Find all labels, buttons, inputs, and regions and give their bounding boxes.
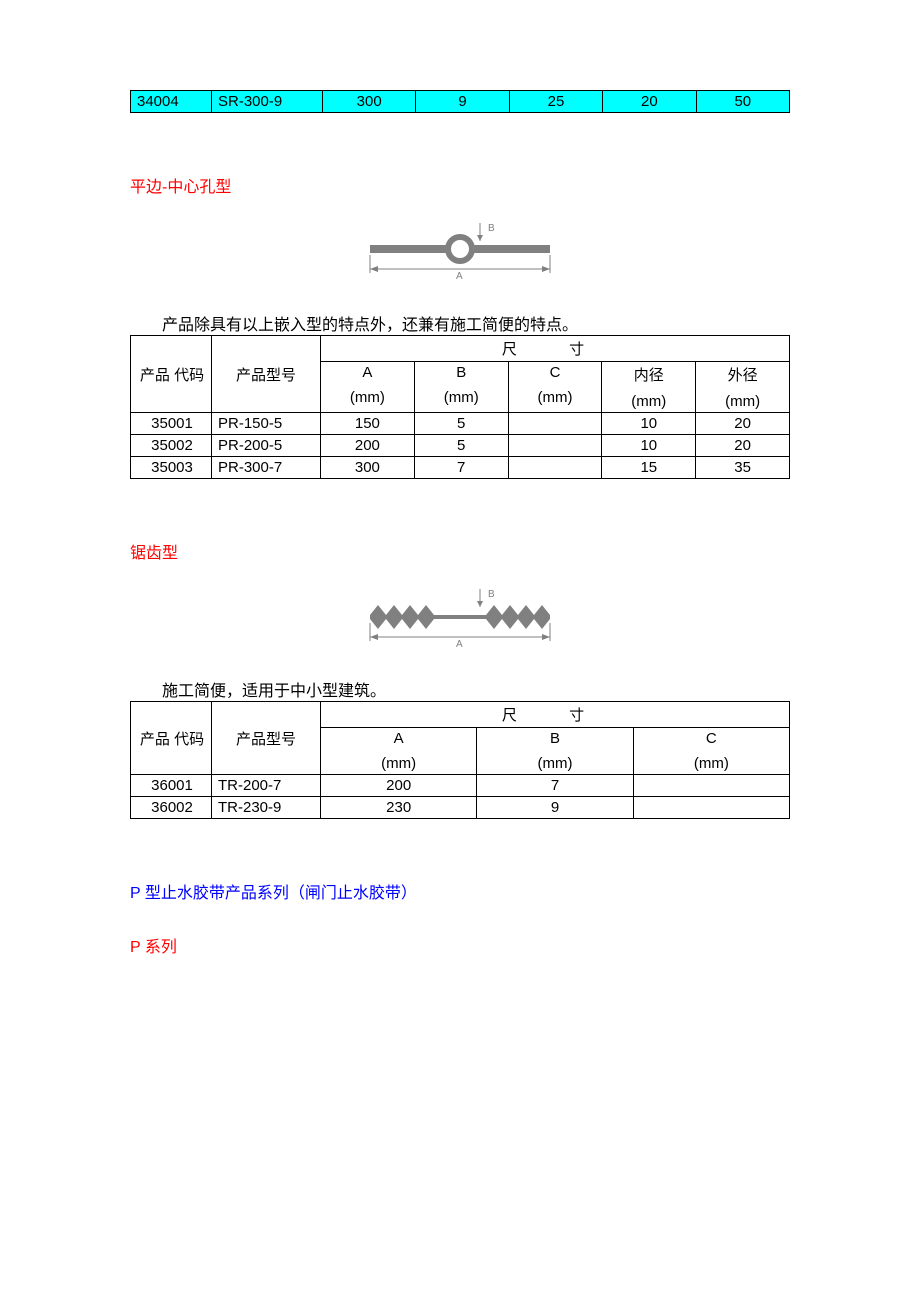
cell-b: 7 — [477, 775, 633, 797]
table-header-row: 产品 代码 产品型号 尺 寸 — [131, 336, 790, 362]
top-fragment-table: 34004 SR-300-9 300 9 25 20 50 — [130, 90, 790, 113]
cell-outer: 35 — [696, 457, 790, 479]
cell-model: PR-300-7 — [212, 457, 321, 479]
cell-a: 300 — [321, 457, 415, 479]
cell-inner: 10 — [602, 435, 696, 457]
cell-c — [633, 797, 789, 819]
cell-code: 34004 — [131, 91, 212, 113]
table-row: 36001 TR-200-7 200 7 — [131, 775, 790, 797]
section3-subheading: P 系列 — [130, 933, 790, 957]
cell-a: 150 — [321, 413, 415, 435]
table-row: 35003 PR-300-7 300 7 15 35 — [131, 457, 790, 479]
cell-c — [508, 435, 602, 457]
section1-diagram: B A — [130, 217, 790, 291]
cell-model: TR-230-9 — [212, 797, 321, 819]
cell-code: 35002 — [131, 435, 212, 457]
cell-a: 200 — [321, 775, 477, 797]
top-fragment-row: 34004 SR-300-9 300 9 25 20 50 — [131, 91, 790, 113]
section2-heading: 锯齿型 — [130, 539, 790, 563]
cell-b: 9 — [416, 91, 509, 113]
table-row: 36002 TR-230-9 230 9 — [131, 797, 790, 819]
section1-desc: 产品除具有以上嵌入型的特点外，还兼有施工简便的特点。 — [130, 311, 790, 335]
sub-col-a: A (mm) — [321, 728, 477, 775]
svg-text:B: B — [488, 223, 495, 234]
profile-sawtooth-icon: B A — [350, 583, 570, 653]
cell-code: 36002 — [131, 797, 212, 819]
svg-text:B: B — [488, 589, 495, 600]
cell-inner: 10 — [602, 413, 696, 435]
section1-heading: 平边-中心孔型 — [130, 173, 790, 197]
col-code-header: 产品 代码 — [131, 702, 212, 775]
cell-b: 5 — [414, 413, 508, 435]
cell-model: TR-200-7 — [212, 775, 321, 797]
sub-col-outer: 外径 (mm) — [696, 362, 790, 413]
cell-model: PR-150-5 — [212, 413, 321, 435]
section1-table: 产品 代码 产品型号 尺 寸 A (mm) B (mm) C (mm) 内径 (… — [130, 335, 790, 479]
cell-model: PR-200-5 — [212, 435, 321, 457]
cell-inner: 15 — [602, 457, 696, 479]
cell-b: 7 — [414, 457, 508, 479]
sub-col-c: C (mm) — [633, 728, 789, 775]
table-row: 35002 PR-200-5 200 5 10 20 — [131, 435, 790, 457]
sub-col-inner: 内径 (mm) — [602, 362, 696, 413]
table-row: 35001 PR-150-5 150 5 10 20 — [131, 413, 790, 435]
cell-c — [633, 775, 789, 797]
svg-text:A: A — [456, 271, 463, 282]
svg-text:A: A — [456, 639, 463, 650]
col-code-header: 产品 代码 — [131, 336, 212, 413]
cell-code: 36001 — [131, 775, 212, 797]
cell-outer: 20 — [696, 413, 790, 435]
sub-col-b: B (mm) — [414, 362, 508, 413]
dims-header: 尺 寸 — [321, 336, 790, 362]
sub-col-a: A (mm) — [321, 362, 415, 413]
cell-a: 200 — [321, 435, 415, 457]
sub-col-b: B (mm) — [477, 728, 633, 775]
cell-a: 300 — [323, 91, 416, 113]
col-model-header: 产品型号 — [212, 336, 321, 413]
cell-model: SR-300-9 — [212, 91, 323, 113]
cell-c: 25 — [509, 91, 602, 113]
section2-diagram: B A — [130, 583, 790, 657]
cell-c — [508, 457, 602, 479]
profile-center-hole-icon: B A — [350, 217, 570, 287]
sub-col-c: C (mm) — [508, 362, 602, 413]
cell-b: 9 — [477, 797, 633, 819]
cell-e: 50 — [696, 91, 789, 113]
col-model-header: 产品型号 — [212, 702, 321, 775]
section2-desc: 施工简便，适用于中小型建筑。 — [130, 677, 790, 701]
table-header-row: 产品 代码 产品型号 尺 寸 — [131, 702, 790, 728]
section2-table: 产品 代码 产品型号 尺 寸 A (mm) B (mm) C (mm) 3600… — [130, 701, 790, 819]
cell-code: 35003 — [131, 457, 212, 479]
cell-code: 35001 — [131, 413, 212, 435]
cell-c — [508, 413, 602, 435]
cell-d: 20 — [603, 91, 696, 113]
cell-outer: 20 — [696, 435, 790, 457]
section3-heading: P 型止水胶带产品系列（闸门止水胶带） — [130, 879, 790, 903]
cell-a: 230 — [321, 797, 477, 819]
dims-header: 尺 寸 — [321, 702, 790, 728]
cell-b: 5 — [414, 435, 508, 457]
